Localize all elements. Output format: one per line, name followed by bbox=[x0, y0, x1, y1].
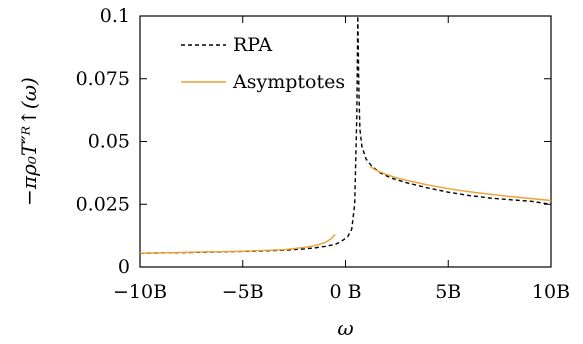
x-tick-label: 0 B bbox=[329, 281, 361, 303]
x-axis-label: ω bbox=[337, 316, 353, 340]
y-tick-label: 0.1 bbox=[100, 5, 130, 27]
ticks: −10B −5B 0 B 5B 10B 0 0.025 0.05 0.075 0.1 bbox=[76, 5, 570, 303]
legend: RPA Asymptotes bbox=[181, 34, 345, 93]
y-tick-label: 0.025 bbox=[76, 193, 130, 215]
y-axis-label: −πρ₀T″ᴿ↑(ω) bbox=[17, 77, 41, 206]
series-layer bbox=[140, 16, 551, 253]
series-line-asymptotes-2 bbox=[370, 167, 551, 201]
plot-frame bbox=[140, 16, 551, 267]
series-line-asymptotes-1 bbox=[140, 234, 335, 253]
legend-label-asymptotes: Asymptotes bbox=[232, 71, 345, 93]
y-tick-label: 0.05 bbox=[88, 131, 130, 153]
axis-labels: ω −πρ₀T″ᴿ↑(ω) bbox=[17, 77, 354, 340]
axes bbox=[140, 16, 551, 267]
legend-label-rpa: RPA bbox=[233, 34, 272, 56]
x-tick-label: −10B bbox=[113, 281, 167, 303]
y-tick-label: 0.075 bbox=[76, 68, 130, 90]
x-tick-label: 10B bbox=[532, 281, 570, 303]
y-tick-label: 0 bbox=[118, 256, 130, 278]
series-line-rpa bbox=[140, 16, 551, 253]
x-tick-label: −5B bbox=[222, 281, 264, 303]
x-tick-label: 5B bbox=[435, 281, 461, 303]
